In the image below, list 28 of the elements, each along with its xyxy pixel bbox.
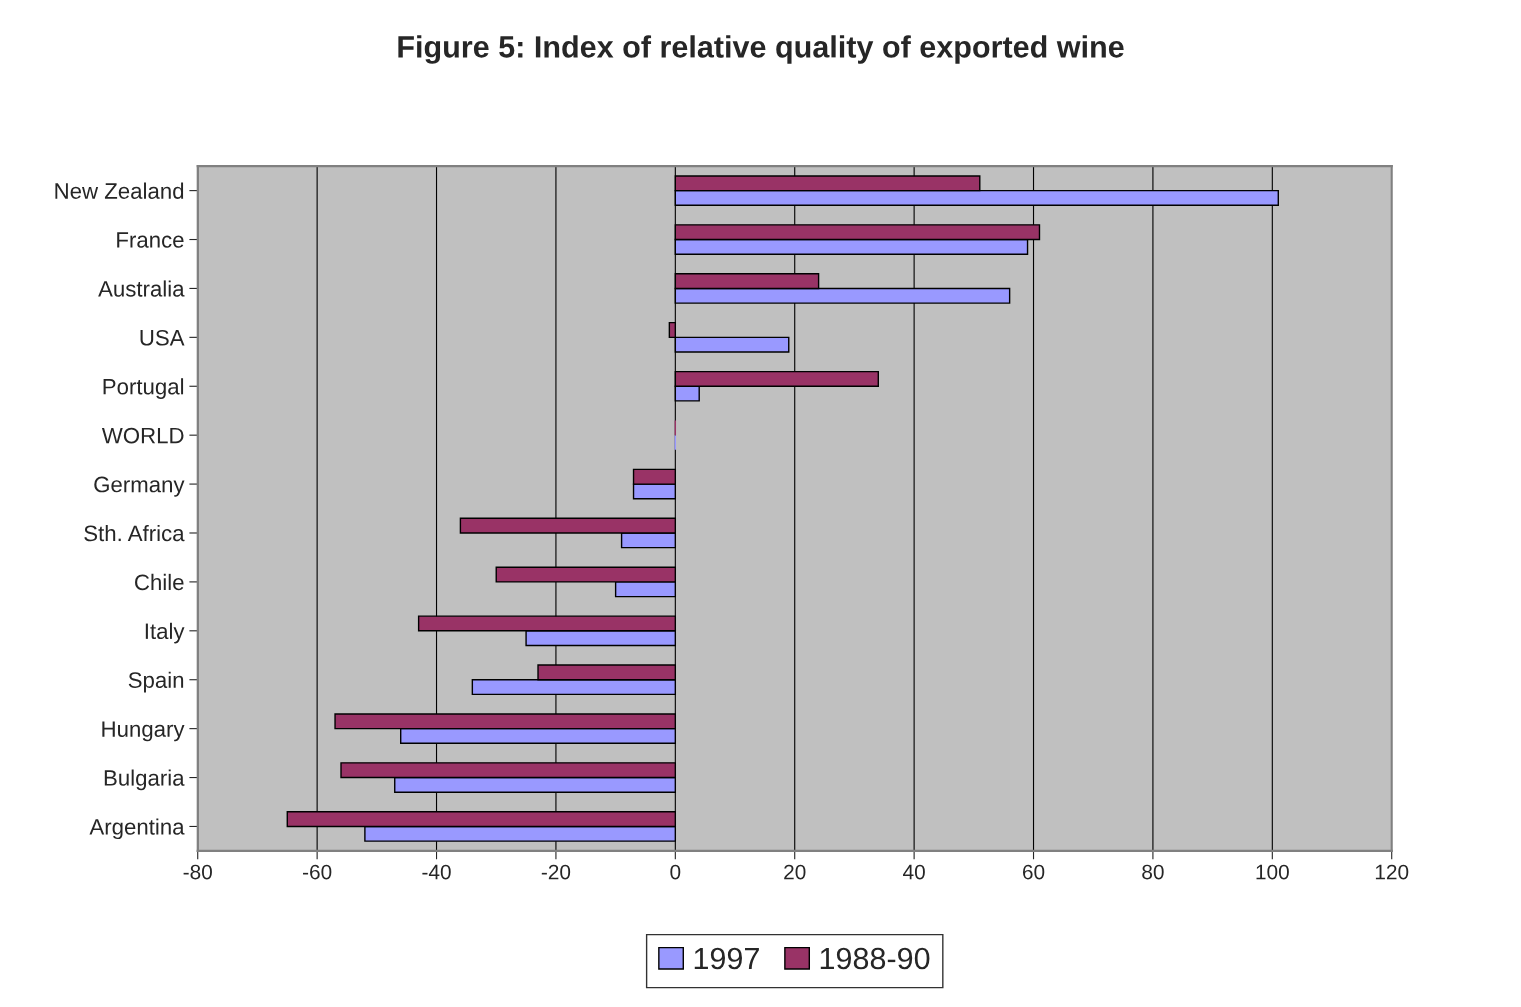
x-tick-label: -60 xyxy=(303,864,332,880)
y-tick-label: Bulgaria xyxy=(104,769,185,791)
x-tick-label: -80 xyxy=(183,864,212,880)
legend-label: 1988-90 xyxy=(820,947,930,970)
y-tick-label: Italy xyxy=(145,622,185,644)
x-tick-label: 0 xyxy=(670,864,681,880)
y-tick-label: Germany xyxy=(94,476,185,497)
y-tick-label: WORLD xyxy=(101,427,184,444)
legend-label: 1997 xyxy=(694,947,759,970)
chart-title: Figure 5: Index of relative quality of exported wine xyxy=(398,35,1124,64)
x-tick-label: 120 xyxy=(1375,864,1409,880)
y-tick-label: New Zealand xyxy=(55,182,184,199)
y-tick-label: Hungary xyxy=(102,721,185,742)
x-tick-label: 40 xyxy=(903,864,925,880)
y-tick-label: USA xyxy=(140,329,185,346)
y-tick-label: Chile xyxy=(135,573,184,591)
y-tick-label: Sth. Africa xyxy=(84,524,185,542)
y-tick-label: Australia xyxy=(98,280,185,297)
x-tick-label: 20 xyxy=(784,864,806,880)
y-tick-label: Portugal xyxy=(103,378,184,399)
y-tick-label: France xyxy=(117,232,184,248)
x-tick-label: 60 xyxy=(1022,864,1045,880)
x-tick-label: 100 xyxy=(1256,864,1289,880)
y-tick-label: Argentina xyxy=(89,818,185,840)
x-tick-label: -20 xyxy=(541,864,571,880)
y-tick-label: Spain xyxy=(128,671,184,693)
x-tick-label: -40 xyxy=(422,864,451,880)
x-tick-label: 80 xyxy=(1142,864,1164,880)
